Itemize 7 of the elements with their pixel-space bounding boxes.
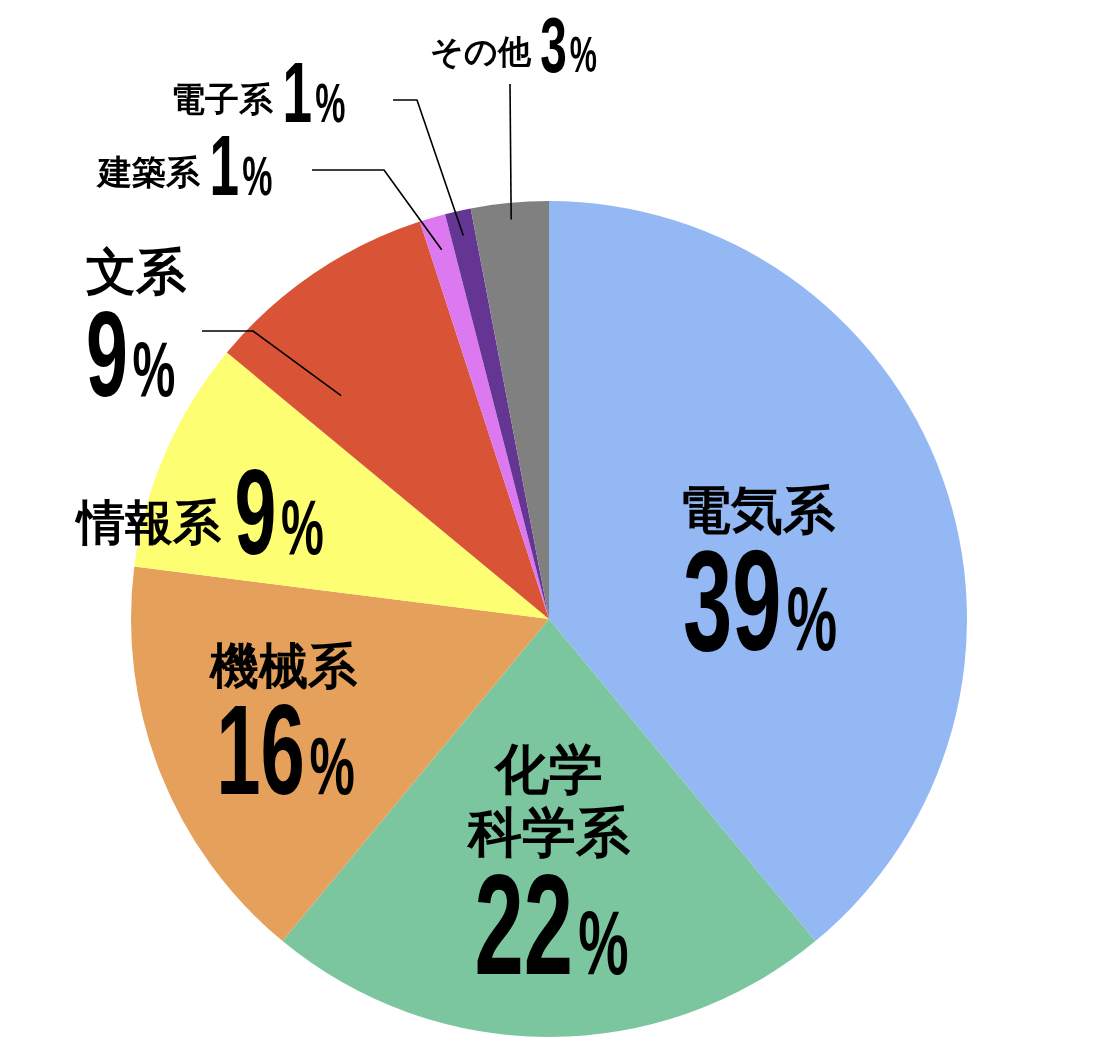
slice-label: 建築系 [96,151,201,192]
data-label: 9% [234,445,324,580]
data-label: 1% [282,43,346,141]
slice-label: 電子系 [171,78,274,119]
data-label: 1% [209,116,273,214]
slice-label: その他 [430,31,532,71]
data-label: 3% [540,2,597,89]
